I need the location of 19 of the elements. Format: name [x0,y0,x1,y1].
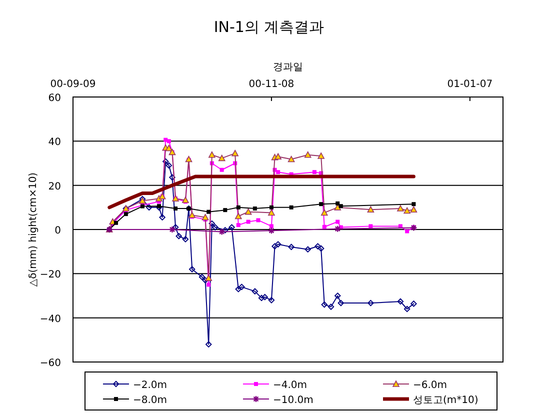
legend-label: −10.0m [273,395,314,406]
y-tick-label: 20 [48,181,61,192]
legend-label: −8.0m [133,395,168,406]
y-tick-label: 0 [54,226,61,236]
legend-label: −6.0m [413,380,448,391]
y-tick-label: −20 [40,270,61,281]
legend-label: −2.0m [133,380,168,391]
y-tick-label: −40 [40,314,61,325]
x-tick-label: 00-09-09 [50,79,96,90]
x-tick-label: 00-11-08 [248,79,294,90]
y-tick-label: 40 [48,137,61,148]
x-tick-label: 01-01-07 [447,79,493,90]
y-tick-label: 60 [48,93,61,104]
y-tick-label: −60 [40,358,61,369]
y-axis-title: △δ(mm) hight(cm×10) [28,172,39,287]
legend-label: 성토고(m*10) [413,395,478,406]
legend-label: −4.0m [273,380,308,391]
x-axis-title: 경과일 [273,62,303,73]
chart-title: IN-1의 계측결과 [214,18,324,36]
